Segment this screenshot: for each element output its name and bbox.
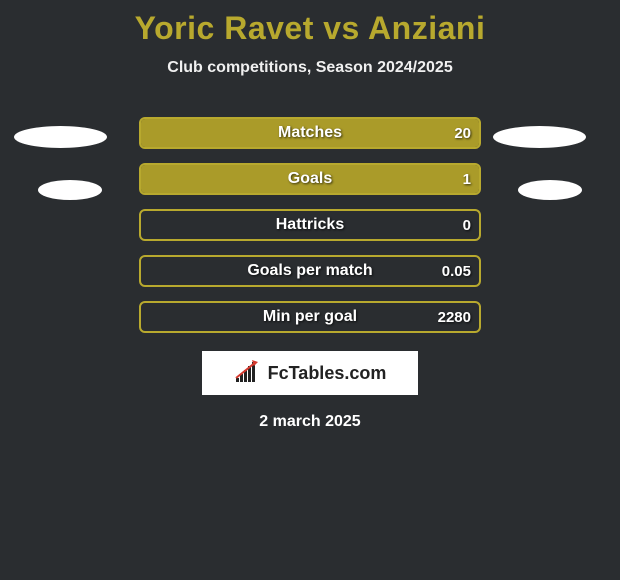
- stat-value-right: 20: [454, 117, 471, 149]
- bar-chart-icon: [234, 360, 262, 387]
- decorative-ellipse: [518, 180, 582, 200]
- decorative-ellipse: [14, 126, 107, 148]
- stat-row: Hattricks0: [139, 209, 481, 241]
- decorative-ellipse: [38, 180, 102, 200]
- stat-row: Matches20: [139, 117, 481, 149]
- stat-label: Hattricks: [139, 209, 481, 241]
- page-title: Yoric Ravet vs Anziani: [0, 0, 620, 47]
- stat-row: Goals1: [139, 163, 481, 195]
- decorative-ellipse: [493, 126, 586, 148]
- stat-value-right: 2280: [438, 301, 471, 333]
- date-text: 2 march 2025: [0, 413, 620, 431]
- logo-text: FcTables.com: [268, 363, 387, 384]
- stats-container: Matches20 Goals1 Hattricks0 Goals per match…: [0, 117, 620, 333]
- stat-row: Min per goal2280: [139, 301, 481, 333]
- fctables-logo: FcTables.com: [202, 351, 418, 395]
- stat-value-right: 0: [463, 209, 471, 241]
- stat-value-right: 0.05: [442, 255, 471, 287]
- stat-label: Matches: [139, 117, 481, 149]
- stat-value-right: 1: [463, 163, 471, 195]
- stat-label: Goals: [139, 163, 481, 195]
- subtitle: Club competitions, Season 2024/2025: [0, 59, 620, 77]
- stat-label: Min per goal: [139, 301, 481, 333]
- stat-row: Goals per match0.05: [139, 255, 481, 287]
- stat-label: Goals per match: [139, 255, 481, 287]
